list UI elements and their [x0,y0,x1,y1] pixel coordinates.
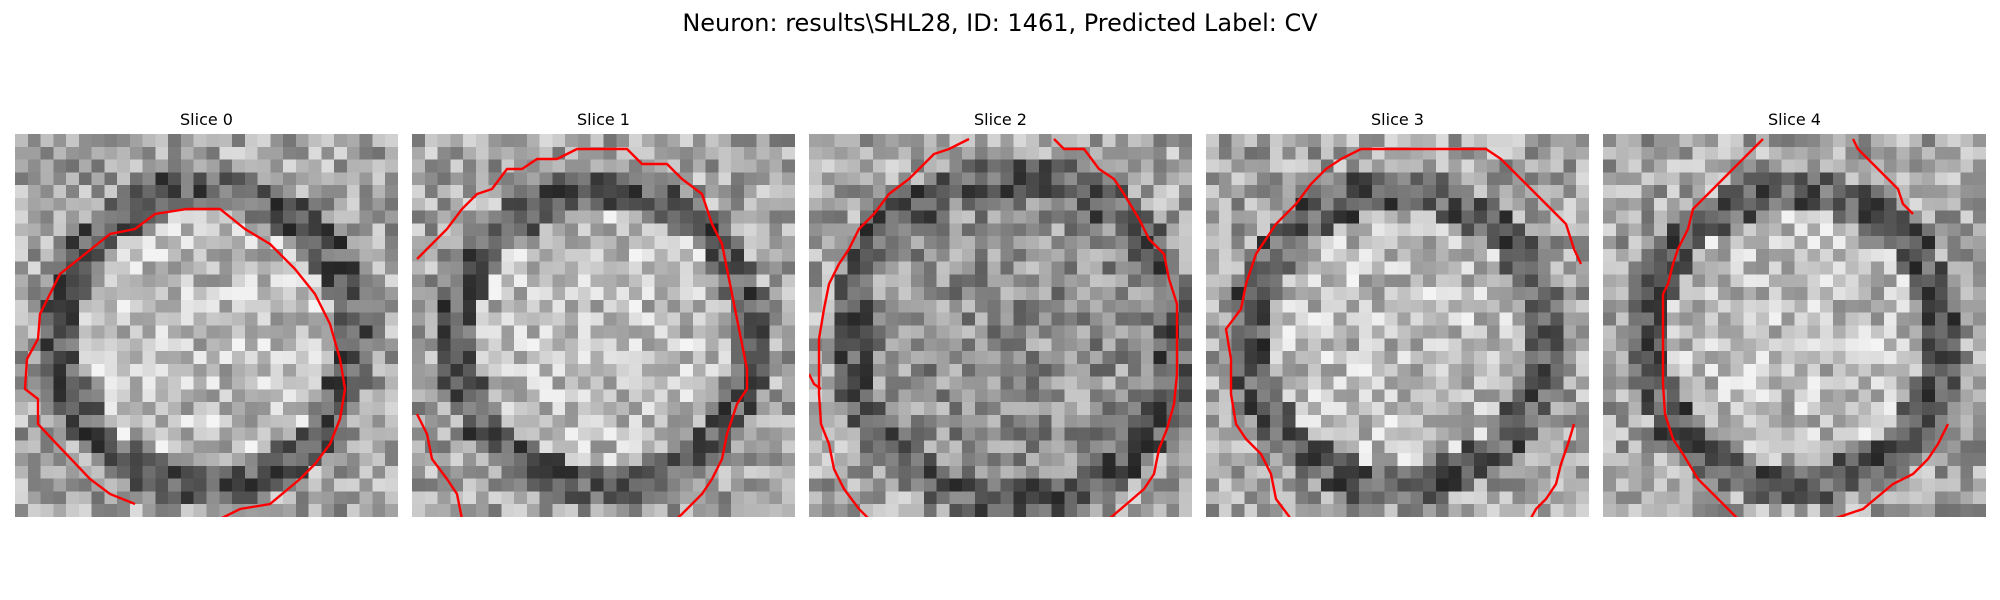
slice-image [1603,134,1986,517]
figure-title: Neuron: results\SHL28, ID: 1461, Predict… [682,9,1318,37]
slice-image [809,134,1192,517]
segmentation-contour [23,207,347,517]
slice-panel-1: Slice 1 [412,110,795,517]
slice-title: Slice 3 [1371,110,1424,129]
slice-panel-0: Slice 0 [15,110,398,517]
slice-image [15,134,398,517]
slice-panel-4: Slice 4 [1603,110,1986,517]
segmentation-contour [809,137,1179,517]
slice-title: Slice 4 [1768,110,1821,129]
slice-image [412,134,795,517]
slice-panel-3: Slice 3 [1206,110,1589,517]
slice-image [1206,134,1589,517]
slice-title: Slice 1 [577,110,630,129]
slice-title: Slice 2 [974,110,1027,129]
slice-title: Slice 0 [180,110,233,129]
slice-panel-2: Slice 2 [809,110,1192,517]
segmentation-contour [415,147,749,517]
segmentation-contour [1224,147,1583,517]
segmentation-contour [1661,138,1950,517]
